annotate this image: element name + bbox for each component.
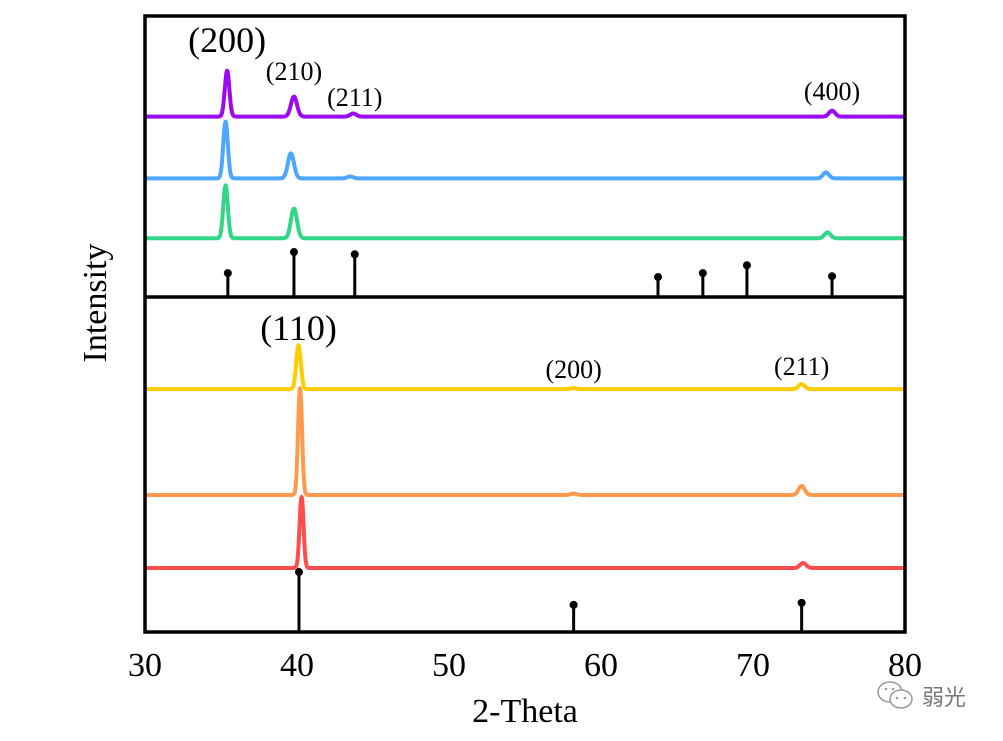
reference-stick (294, 568, 303, 632)
series-0-2-trace (143, 183, 907, 241)
peak-label: (400) (804, 77, 860, 106)
reference-stick (289, 248, 298, 297)
reference-stick (654, 273, 662, 297)
plot-frame (143, 14, 907, 634)
peak-label: (200) (188, 20, 266, 60)
reference-stick (828, 272, 837, 297)
series-1-0-trace (143, 343, 907, 392)
stick-marker (294, 568, 303, 577)
stick-marker (742, 261, 751, 270)
series-0-0-trace (143, 68, 907, 119)
peak-annotations: (200)(210)(211) (400)(110)(200) (211) (188, 20, 860, 384)
reference-stick (350, 250, 359, 297)
peak-label: (211) (774, 352, 829, 381)
stick-marker (289, 248, 298, 257)
wechat-icon (876, 680, 916, 712)
stick-marker (350, 250, 359, 259)
x-tick-label: 30 (128, 647, 162, 684)
reference-stick (569, 600, 578, 632)
x-tick-label: 80 (888, 647, 922, 684)
reference-stick (742, 261, 751, 297)
x-tick-labels: 30 40 50 60 70 80 (128, 647, 922, 684)
stick-marker (569, 600, 578, 609)
peak-label: (211) (327, 83, 382, 112)
x-tick-label: 40 (280, 647, 314, 684)
watermark-text: 弱光 (922, 686, 967, 711)
x-axis-label: 2-Theta (472, 693, 578, 730)
stick-marker (797, 598, 806, 607)
y-axis-label: Intensity (77, 244, 114, 363)
stick-marker (698, 269, 707, 278)
watermark: 弱光 (876, 680, 966, 712)
x-tick-label: 60 (584, 647, 618, 684)
x-tick-label: 70 (736, 647, 770, 684)
peak-label: (200) (545, 355, 601, 384)
reference-stick (797, 598, 806, 632)
stick-marker (654, 273, 662, 282)
stick-marker (828, 272, 837, 281)
peak-label: (210) (266, 57, 322, 86)
reference-sticks (223, 248, 837, 632)
reference-stick (698, 269, 707, 297)
x-tick-label: 50 (432, 647, 466, 684)
peak-label: (110) (260, 308, 337, 348)
series-1-2-trace (143, 495, 907, 570)
reference-stick (223, 269, 232, 297)
series-0-1-trace (143, 119, 907, 181)
stick-marker (223, 269, 232, 278)
series-1-1-trace (143, 386, 907, 497)
traces (143, 68, 907, 570)
